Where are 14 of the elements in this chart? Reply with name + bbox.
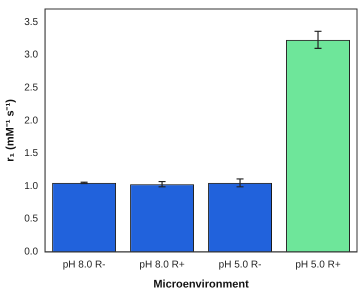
- x-tick-label: pH 5.0 R-: [218, 260, 262, 271]
- x-tick-label: pH 5.0 R+: [295, 260, 341, 271]
- x-axis-title: Microenvironment: [153, 278, 250, 290]
- y-tick-label: 3.0: [24, 50, 39, 61]
- y-tick-label: 2.5: [24, 82, 39, 94]
- x-tick-label: pH 8.0 R-: [62, 260, 106, 271]
- y-tick-label: 1.0: [24, 180, 39, 192]
- y-axis-title: r₁ (mM⁻¹ s⁻¹): [4, 98, 17, 162]
- y-tick-label: 0.0: [24, 246, 39, 258]
- y-tick-label: 3.5: [24, 16, 39, 28]
- y-tick-label: 2.0: [24, 115, 39, 126]
- x-tick-label: pH 8.0 R+: [139, 260, 185, 271]
- y-tick-label: 0.5: [24, 214, 39, 225]
- y-tick-label: 1.5: [24, 148, 39, 160]
